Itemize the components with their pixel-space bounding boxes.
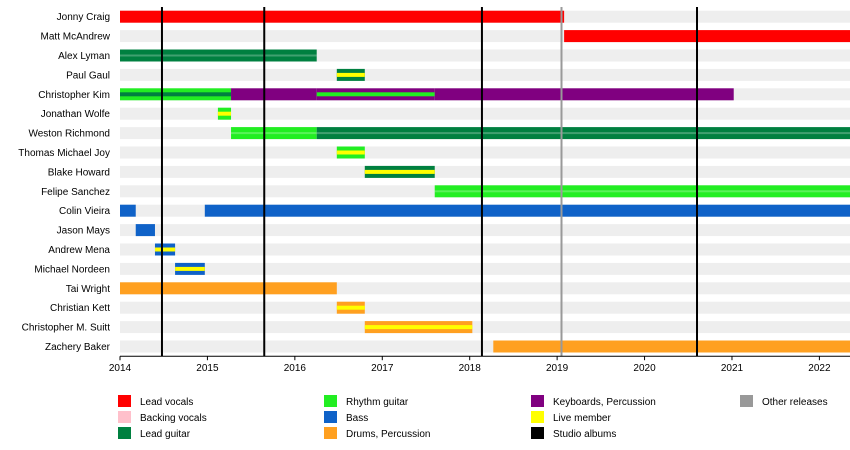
bar-thomas-michael-joy-0-live [336, 150, 365, 155]
member-name-zachery-baker: Zachery Baker [45, 342, 111, 353]
row-bg-jason-mays [120, 224, 850, 237]
member-name-christopher-kim: Christopher Kim [38, 90, 110, 101]
bar-colin-vieira-0 [120, 204, 136, 217]
x-tick-label-2015: 2015 [196, 363, 219, 374]
row-bg-matt-mcandrew [120, 30, 850, 43]
legend-swatch-keyboards-percussion [531, 395, 544, 407]
member-name-matt-mcandrew: Matt McAndrew [41, 32, 111, 43]
row-backgrounds [120, 10, 850, 353]
member-name-christopher-m-suitt: Christopher M. Suitt [22, 323, 111, 334]
legend-label-live-member: Live member [553, 413, 611, 424]
bar-christopher-m-suitt-0-live [364, 325, 473, 330]
x-tick-label-2016: 2016 [284, 363, 307, 374]
bar-jonny-craig-0 [120, 10, 565, 23]
bar-michael-nordeen-0-live [175, 266, 205, 271]
legend-label-lead-guitar: Lead guitar [140, 429, 191, 440]
legend-label-bass: Bass [346, 413, 368, 424]
bar-christopher-kim-1 [231, 88, 317, 101]
bar-blake-howard-0-live [364, 169, 435, 174]
member-name-jason-mays: Jason Mays [57, 226, 110, 237]
legend-swatch-lead-guitar [118, 427, 131, 439]
legend-swatch-other-releases [740, 395, 753, 407]
bar-colin-vieira-1 [204, 204, 850, 217]
x-tick-label-2022: 2022 [808, 363, 831, 374]
legend-label-rhythm-guitar: Rhythm guitar [346, 397, 409, 408]
bar-paul-gaul-0-live [336, 72, 365, 77]
legend-label-studio-albums: Studio albums [553, 429, 616, 440]
x-axis: 2014 2015 2016 2017 2018 2019 2020 2021 2022 [109, 355, 850, 374]
member-name-jonathan-wolfe: Jonathan Wolfe [41, 109, 111, 120]
legend-swatch-backing-vocals [118, 411, 131, 423]
bar-tai-wright-0 [120, 282, 337, 295]
row-bg-michael-nordeen [120, 262, 850, 275]
legend-swatch-rhythm-guitar [324, 395, 337, 407]
bar-christopher-kim-3 [434, 88, 734, 101]
x-tick-label-2020: 2020 [633, 363, 656, 374]
member-name-colin-vieira: Colin Vieira [59, 206, 110, 217]
bar-christopher-kim-0-second [120, 92, 232, 97]
x-tick-label-2018: 2018 [459, 363, 482, 374]
bar-weston-richmond-1 [316, 127, 850, 140]
member-names: Jonny Craig Matt McAndrew Alex Lyman Paul G… [18, 12, 110, 353]
bar-felipe-sanchez-0 [434, 185, 850, 198]
bar-felipe-sanchez-0-sheen [434, 190, 850, 193]
member-bars [120, 10, 850, 353]
member-name-michael-nordeen: Michael Nordeen [34, 264, 110, 275]
bar-weston-richmond-0 [231, 127, 317, 140]
x-tick-label-2017: 2017 [371, 363, 394, 374]
row-bg-blake-howard [120, 165, 850, 178]
row-bg-christian-kett [120, 301, 850, 314]
x-tick-label-2019: 2019 [546, 363, 569, 374]
bar-jason-mays-0 [135, 224, 155, 237]
legend-label-backing-vocals: Backing vocals [140, 413, 207, 424]
member-name-weston-richmond: Weston Richmond [28, 129, 110, 140]
member-name-alex-lyman: Alex Lyman [58, 51, 110, 62]
legend-swatch-lead-vocals [118, 395, 131, 407]
release-lines [160, 7, 699, 357]
bar-weston-richmond-0-sheen [231, 132, 317, 135]
bar-christian-kett-0-live [336, 305, 365, 310]
member-name-felipe-sanchez: Felipe Sanchez [41, 187, 110, 198]
bar-andrew-mena-0-live [154, 247, 176, 252]
legend-label-other-releases: Other releases [762, 397, 828, 408]
member-name-christian-kett: Christian Kett [50, 303, 110, 314]
legend-swatch-live-member [531, 411, 544, 423]
row-bg-paul-gaul [120, 68, 850, 81]
member-name-jonny-craig: Jonny Craig [57, 12, 110, 23]
legend-label-keyboards-percussion: Keyboards, Percussion [553, 397, 656, 408]
legend-label-lead-vocals: Lead vocals [140, 397, 193, 408]
member-name-andrew-mena: Andrew Mena [48, 245, 110, 256]
x-tick-label-2021: 2021 [721, 363, 744, 374]
bar-zachery-baker-0 [493, 340, 850, 353]
bar-christopher-kim-2-second [316, 92, 435, 97]
bar-weston-richmond-1-sheen [316, 132, 850, 135]
member-name-thomas-michael-joy: Thomas Michael Joy [18, 148, 110, 159]
legend-swatch-bass [324, 411, 337, 423]
bar-alex-lyman-0 [120, 49, 317, 62]
bar-jonathan-wolfe-0-live [217, 111, 232, 116]
row-bg-thomas-michael-joy [120, 146, 850, 159]
member-name-tai-wright: Tai Wright [66, 284, 110, 295]
row-bg-christopher-m-suitt [120, 321, 850, 334]
row-bg-jonathan-wolfe [120, 107, 850, 120]
bar-alex-lyman-0-sheen [120, 54, 317, 57]
legend-label-drums-percussion: Drums, Percussion [346, 429, 430, 440]
bar-matt-mcandrew-0 [564, 30, 850, 43]
member-name-blake-howard: Blake Howard [48, 167, 110, 178]
legend-swatch-studio-albums [531, 427, 544, 439]
legend: Lead vocals Backing vocals Lead guitar Rhyt… [118, 395, 828, 440]
x-tick-label-2014: 2014 [109, 363, 132, 374]
legend-swatch-drums-percussion [324, 427, 337, 439]
row-bg-andrew-mena [120, 243, 850, 256]
member-name-paul-gaul: Paul Gaul [66, 70, 110, 81]
